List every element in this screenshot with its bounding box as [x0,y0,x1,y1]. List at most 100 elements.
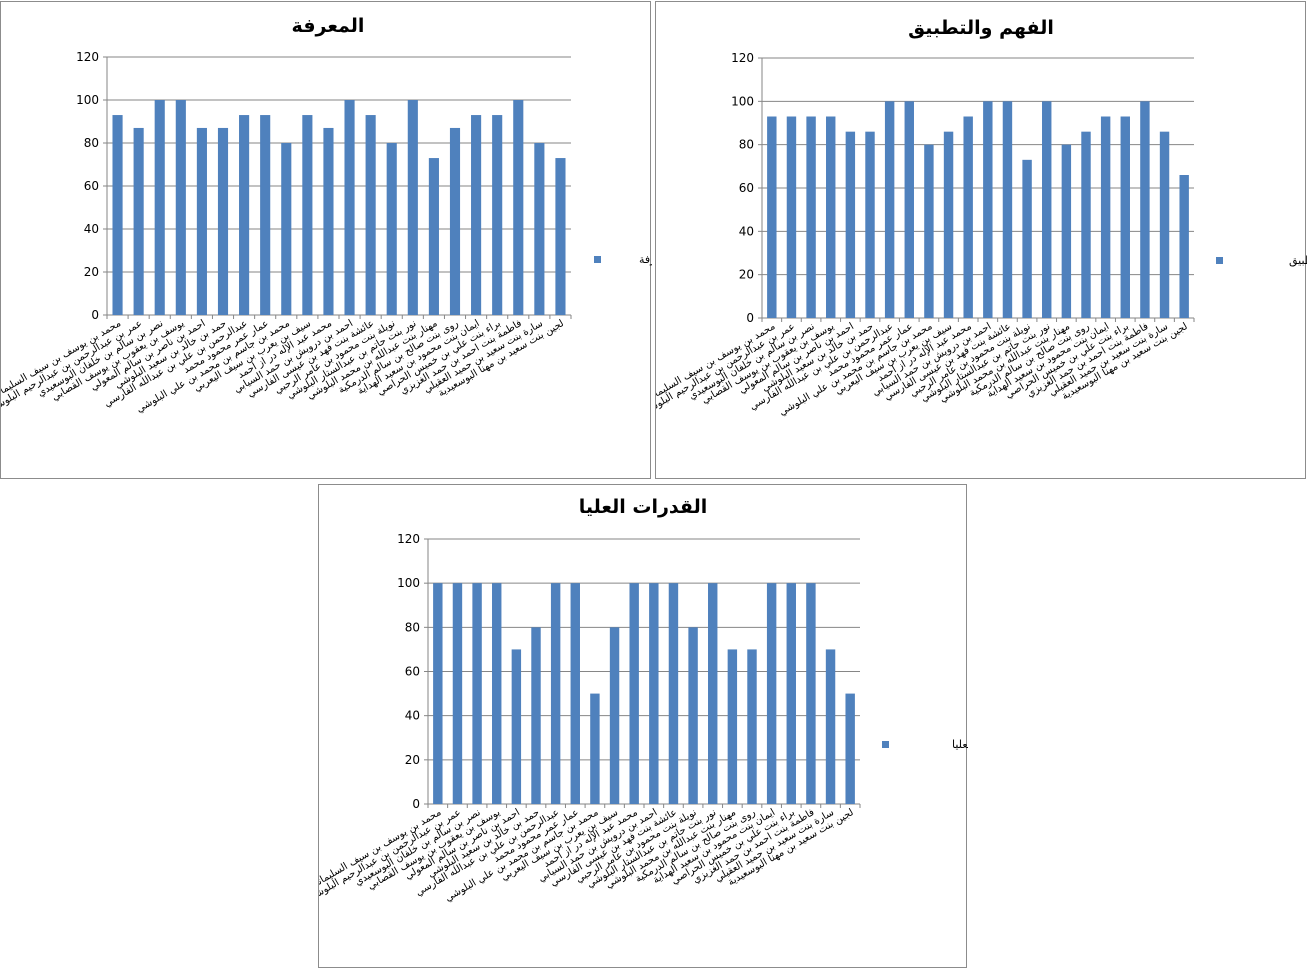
bar [649,583,659,804]
bar [154,100,165,315]
y-tick-label: 20 [84,265,99,279]
y-tick-label: 120 [76,50,99,64]
y-tick-label: 40 [84,222,99,236]
legend-swatch [882,741,889,748]
legend-label: الفهم والتطبيق [1289,254,1307,268]
bar [668,583,679,804]
bar [344,100,355,315]
bar [845,693,855,804]
bar [1159,131,1170,318]
bar [767,116,777,318]
bar [386,143,397,315]
bar [786,116,797,318]
bar [825,649,836,804]
bar [175,100,186,315]
bar [1022,159,1032,318]
y-tick-label: 40 [739,224,754,238]
bar [806,116,816,318]
bar [845,131,856,318]
y-tick-label: 20 [405,753,420,767]
bar [531,627,541,804]
y-tick-label: 100 [731,94,754,108]
y-tick-label: 0 [91,308,99,322]
bar [1061,144,1072,318]
chart-panel-higher-abilities: القدرات العليا 0 20 40 60 80 100 120 محمد بن يوس… [318,484,968,968]
bar [492,115,503,315]
y-tick-label: 100 [76,93,99,107]
bar [471,115,482,315]
y-tick-label: 60 [405,665,420,679]
y-tick-label: 80 [84,136,99,150]
bar [407,100,418,315]
y-tick-label: 80 [739,138,754,152]
bar [449,127,461,315]
bar [826,116,836,318]
legend-swatch [594,256,601,263]
bar [963,116,973,318]
legend-swatch [1216,257,1223,264]
bar [511,649,522,804]
chart-title: المعرفة [292,15,365,37]
bar [1100,116,1111,318]
bar [323,127,334,315]
y-tick-label: 20 [739,268,754,282]
bar [217,127,229,315]
bar [133,127,144,315]
bar [708,583,718,804]
bar [1042,101,1052,318]
bar [433,583,443,804]
bar [609,627,620,804]
y-tick-label: 40 [405,709,420,723]
bar [943,131,954,318]
chart-title: الفهم والتطبيق [908,17,1054,39]
bar [924,144,934,318]
y-tick-label: 100 [397,576,420,590]
bar [727,649,738,804]
legend-label: القدرات العليا [952,738,968,751]
y-tick-label: 60 [84,179,99,193]
bar [1120,116,1130,318]
bar [260,115,271,315]
bar [884,101,895,318]
bar [365,115,376,315]
bar [786,583,796,804]
bar [513,100,524,315]
bar [550,583,561,804]
y-tick-label: 80 [405,620,420,634]
bar [492,583,502,804]
bar [196,127,207,315]
bar [688,627,698,804]
legend-label: المعرفة [639,253,652,266]
bar [555,158,566,315]
y-tick-label: 120 [397,532,420,546]
chart-panel-knowledge: المعرفة 0 20 40 60 80 100 120 محمد بن يوسف بن سي… [0,1,652,479]
bar [472,583,482,804]
bar [983,101,993,318]
bar [865,131,875,318]
bar [1179,175,1189,318]
bar [239,115,250,315]
bar [452,583,463,804]
chart-title: القدرات العليا [579,496,707,518]
bar [428,158,439,315]
bar [806,583,816,804]
y-tick-label: 60 [739,181,754,195]
bar [629,583,639,804]
chart-panel-understanding: الفهم والتطبيق 0 20 40 60 80 100 120 محمد بن يوس… [655,1,1307,479]
bar [766,583,777,804]
bar [1002,101,1013,318]
y-tick-label: 120 [731,51,754,65]
bar [1081,131,1091,318]
bar [747,649,757,804]
bar [534,143,545,315]
y-tick-label: 0 [412,797,420,811]
bar [302,115,313,315]
bar [1140,101,1150,318]
bar [590,693,600,804]
bar [570,583,580,804]
bar [112,115,123,315]
y-tick-label: 0 [746,311,754,325]
